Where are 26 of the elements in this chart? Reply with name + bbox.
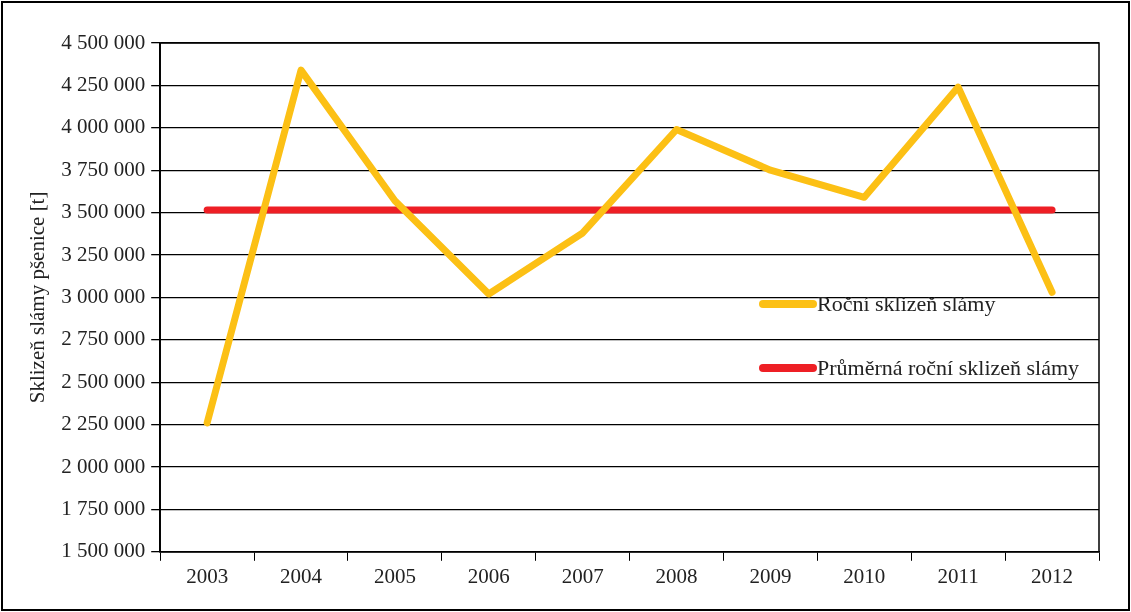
y-axis-title: Sklizeň slámy pšenice [t]	[25, 191, 50, 404]
y-tick-label: 4 250 000	[61, 71, 146, 96]
x-tick-label: 2005	[373, 563, 416, 588]
x-tick-label: 2010	[843, 563, 886, 588]
y-tick-label: 1 750 000	[61, 495, 146, 520]
y-tick-label: 1 500 000	[61, 538, 146, 563]
x-tick-label: 2004	[280, 563, 323, 588]
x-tick-label: 2009	[749, 563, 792, 588]
y-tick-label: 2 250 000	[61, 411, 146, 436]
x-tick-label: 2008	[655, 563, 698, 588]
x-tick-label: 2003	[186, 563, 229, 588]
y-tick-label: 4 500 000	[61, 29, 146, 54]
y-tick-label: 3 750 000	[61, 156, 146, 181]
x-tick-label: 2012	[1031, 563, 1074, 588]
legend-label: Roční sklizeň slámy	[817, 290, 997, 319]
y-tick-label: 2 000 000	[61, 453, 146, 478]
y-tick-label: 3 500 000	[61, 199, 146, 224]
legend-label: Průměrná roční sklizeň slámy	[817, 354, 1081, 383]
x-tick-label: 2007	[561, 563, 604, 588]
y-tick-label: 2 750 000	[61, 326, 146, 351]
x-tick-label: 2006	[467, 563, 510, 588]
y-tick-label: 4 000 000	[61, 114, 146, 139]
x-tick-label: 2011	[937, 563, 979, 588]
y-tick-label: 3 000 000	[61, 283, 146, 308]
y-tick-label: 3 250 000	[61, 241, 146, 266]
y-tick-label: 2 500 000	[61, 368, 146, 393]
